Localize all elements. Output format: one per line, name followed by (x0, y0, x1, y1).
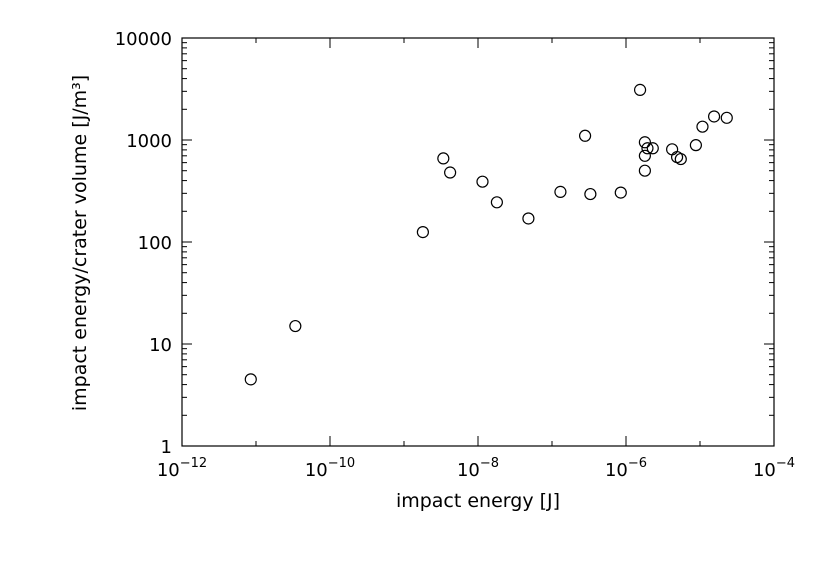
plot-frame (181, 37, 775, 447)
data-points (244, 83, 733, 386)
y-tick-label: 1 (161, 437, 172, 458)
data-point (720, 111, 733, 124)
data-point (490, 196, 503, 209)
data-point (437, 152, 450, 165)
x-tick-labels: 10−12 10−10 10−8 10−6 10−4 (157, 456, 795, 481)
data-point (522, 212, 535, 225)
data-point (416, 226, 429, 239)
data-point (633, 83, 647, 96)
y-axis-label: impact energy/crater volume [J/m³] (69, 75, 91, 411)
x-tick-label: 10−4 (753, 456, 795, 481)
data-point (476, 175, 489, 188)
data-point (646, 142, 659, 155)
data-point (554, 185, 567, 198)
data-point (244, 373, 257, 386)
data-point (689, 139, 702, 152)
data-point (578, 129, 592, 142)
y-tick-label: 1000 (126, 131, 172, 152)
data-point (666, 143, 679, 156)
data-point (638, 136, 651, 149)
y-tick-label: 10000 (115, 29, 172, 50)
data-point (614, 186, 627, 199)
x-tick-label: 10−10 (305, 456, 355, 481)
data-point (289, 319, 302, 333)
data-point (707, 110, 721, 123)
y-tick-label: 100 (138, 233, 172, 254)
data-point (638, 164, 651, 177)
data-point (696, 120, 709, 133)
x-tick-label: 10−12 (157, 456, 207, 481)
y-tick-label: 10 (149, 335, 172, 356)
data-point (638, 149, 651, 162)
data-point (444, 166, 457, 179)
data-point (584, 187, 597, 201)
x-tick-label: 10−6 (605, 456, 647, 481)
data-point (641, 142, 654, 155)
axis-ticks (181, 37, 775, 447)
y-tick-labels: 1 10 100 1000 10000 (115, 29, 172, 458)
x-tick-label: 10−8 (457, 456, 499, 481)
data-point (674, 152, 687, 166)
x-axis-label: impact energy [J] (396, 490, 560, 512)
